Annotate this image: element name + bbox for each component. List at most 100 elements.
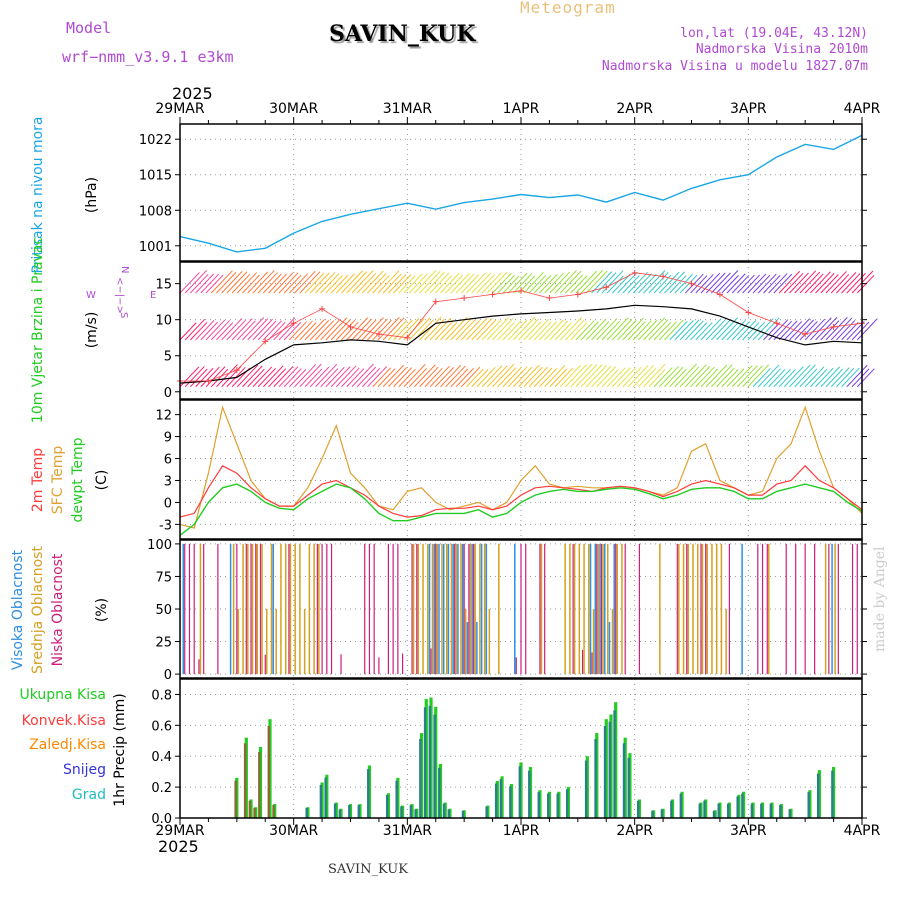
wind-barb [737, 274, 755, 294]
compass-south: S [118, 312, 129, 318]
wind-barb [528, 274, 547, 294]
wind-barb [507, 319, 528, 341]
cloud-unit: (%) [94, 598, 110, 622]
wind-barb [481, 365, 503, 388]
y-tick-label: 15 [155, 278, 172, 293]
wind-barb [544, 319, 565, 341]
wind-barb [726, 368, 745, 388]
wind-barb [242, 365, 263, 388]
wind-compass: N <−|−> W E S [86, 266, 156, 318]
wind-barb [455, 368, 474, 388]
wind-barb [351, 363, 374, 388]
wind-barb [377, 368, 396, 388]
wind-barb [445, 316, 468, 341]
wind-barb [408, 273, 428, 294]
wind-barb [684, 364, 707, 388]
wind-barb [434, 319, 455, 341]
wind-barb [836, 320, 856, 341]
wind-barb [346, 368, 365, 388]
wind-barb [476, 319, 497, 341]
wind-barb [643, 270, 666, 294]
wind-barb [810, 271, 831, 294]
wind-barb [502, 320, 522, 341]
wind-barb [315, 320, 335, 341]
wind-barb [716, 270, 739, 294]
wind-barb [539, 273, 558, 294]
wind-barb [778, 320, 798, 341]
wind-barb [367, 366, 388, 388]
model-label: Model [66, 19, 112, 37]
wind-barb [346, 271, 368, 294]
precip-bar-total [462, 810, 466, 818]
dewpt-line [179, 483, 863, 536]
wind-barb [330, 366, 351, 388]
wind-barb [351, 270, 374, 294]
wind-barb [382, 364, 404, 388]
wind-barb [341, 270, 364, 294]
wind-barb [262, 273, 282, 294]
wind-barb [320, 368, 339, 388]
wind-barb [262, 365, 284, 388]
wind-barb [789, 364, 811, 388]
wind-barb [450, 319, 471, 341]
wind-barb [408, 367, 428, 388]
wind-barb [377, 316, 400, 341]
wind-barb [841, 321, 859, 341]
wind-barb [507, 366, 528, 388]
wind-barb [585, 318, 607, 341]
wind-barb [638, 320, 658, 341]
wind-barb [424, 367, 443, 388]
wind-barb [539, 367, 558, 388]
wind-barb [388, 367, 407, 388]
wind-barb [195, 273, 215, 294]
wind-barb [283, 368, 302, 388]
precip-title-text: 1hr Precip [112, 736, 128, 807]
wind-barb [700, 318, 722, 341]
precip-bar-conv [461, 810, 465, 818]
legend-precip-total: Ukupna Kisa [19, 687, 106, 703]
year-bottom: 2025 [158, 837, 199, 856]
wind-barb [335, 365, 357, 388]
precip-bar-conv [831, 770, 834, 818]
wind-barb [367, 273, 387, 294]
x-tick-label-top: 4APR [844, 101, 881, 117]
elevation-info: Nadmorska Visina 2010m [695, 42, 868, 57]
wind-speed-line [179, 304, 863, 384]
wind-barb [471, 369, 489, 388]
wind-barb [815, 367, 834, 388]
wind-barb [690, 365, 711, 388]
model-elevation-info: Nadmorska Visina u modelu 1827.07m [601, 59, 868, 74]
wind-barb [856, 368, 875, 388]
precip-bar-conv [670, 800, 673, 818]
precip-bar-conv [253, 807, 256, 818]
wind-barb [372, 275, 390, 294]
precip-bar-conv [243, 743, 247, 818]
panel-frame-3 [179, 399, 863, 540]
wind-barb [783, 321, 803, 341]
wind-barb [565, 364, 587, 388]
wind-barb [315, 272, 336, 294]
wind-barb [289, 273, 309, 294]
wind-barb [773, 273, 793, 294]
wind-barb [455, 318, 477, 341]
wind-barb [455, 273, 475, 294]
wind-barb [544, 365, 566, 388]
wind-barb [361, 317, 384, 341]
wind-barb [268, 368, 286, 388]
wind-barb [440, 272, 460, 294]
precip-bar-conv [324, 777, 327, 818]
precip-bar-conv [438, 767, 441, 818]
wind-barb [236, 320, 256, 341]
wind-barb [539, 321, 558, 341]
wind-barb [289, 369, 307, 388]
chart-title: Meteogram [520, 0, 616, 17]
wind-barb [820, 366, 840, 388]
legend-cloud-mid: Srednja Oblacnost [30, 546, 46, 674]
wind-barb [596, 318, 618, 341]
wind-barb [325, 275, 343, 294]
wind-barb [575, 270, 598, 294]
wind-barb [752, 318, 774, 341]
compass-west: W [86, 290, 96, 301]
wind-barb [382, 317, 405, 341]
wind-barb [768, 273, 788, 294]
